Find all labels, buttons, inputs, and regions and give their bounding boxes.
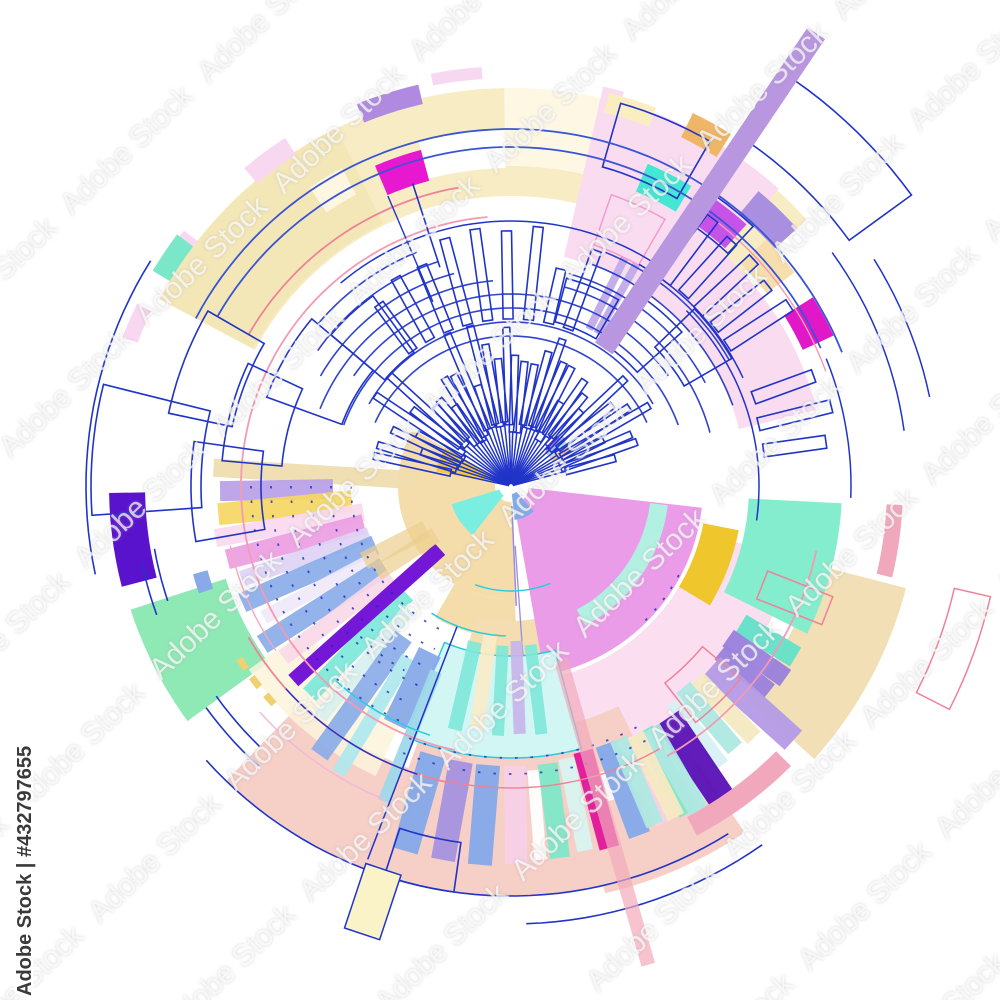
svg-text:Adobe Stock | #432797655: Adobe Stock | #432797655 bbox=[14, 746, 36, 996]
